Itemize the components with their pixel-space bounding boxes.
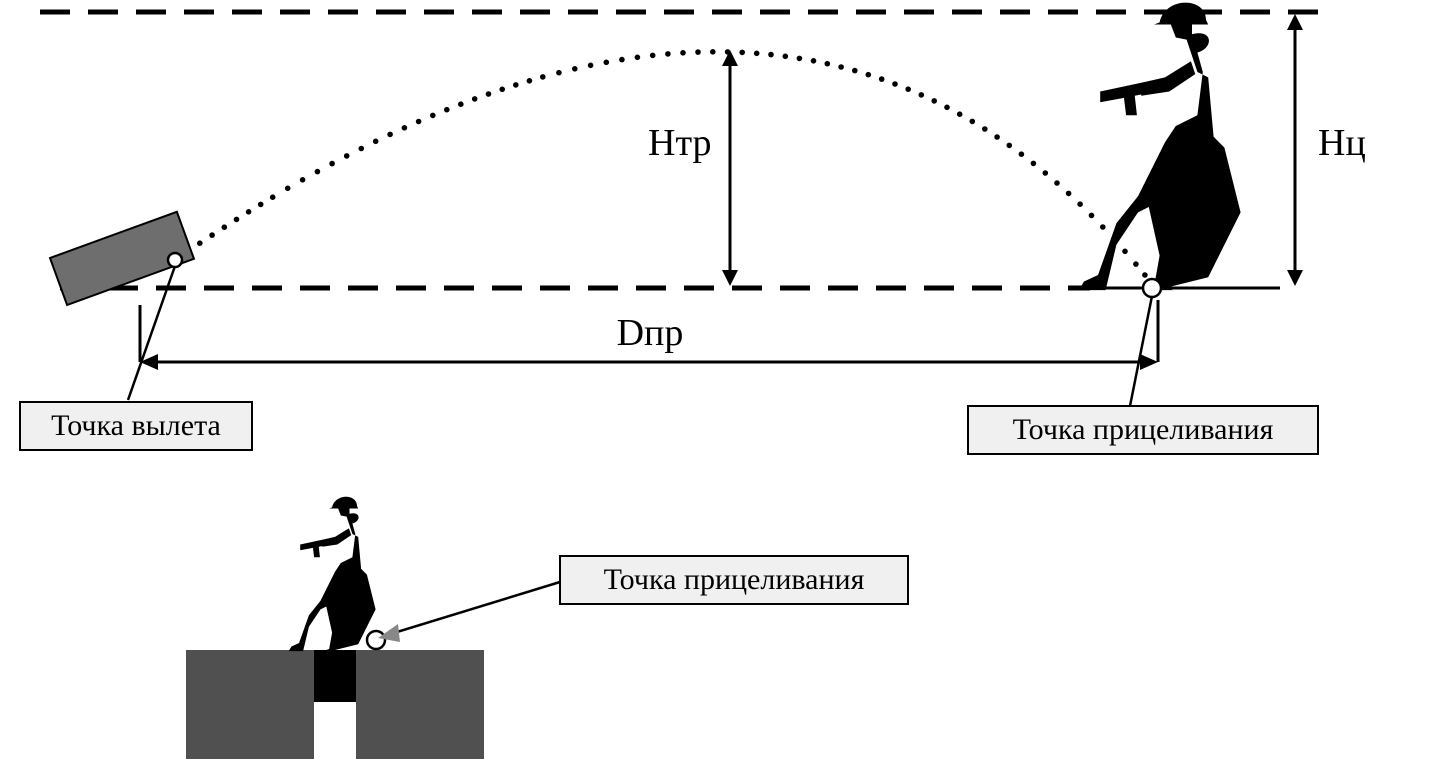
fortification [186,650,484,759]
Htr-label: Hтр [648,122,712,164]
launch-point-label: Точка вылета [51,409,221,442]
Dpr-label: Dпр [617,312,684,354]
Hc-measure [1287,14,1303,286]
target-soldier [1079,3,1241,291]
Hc-label: Hц [1318,122,1366,164]
muzzle-point [168,253,182,267]
aim-point-main-callout-line [1130,296,1152,406]
aim-point-main-label: Точка прицеливания [1013,413,1274,446]
Htr-measure [722,50,738,286]
aim-point-bottom-label: Точка прицеливания [604,563,865,596]
aim-point-bottom-callout-line [384,582,560,636]
fort-soldier [289,497,376,651]
trajectory-diagram: Точка вылета Hтр Hц Dпр Точка прицеливан [0,0,1448,759]
aim-point-bottom-circle [367,631,385,649]
aim-point-main-circle [1143,279,1161,297]
